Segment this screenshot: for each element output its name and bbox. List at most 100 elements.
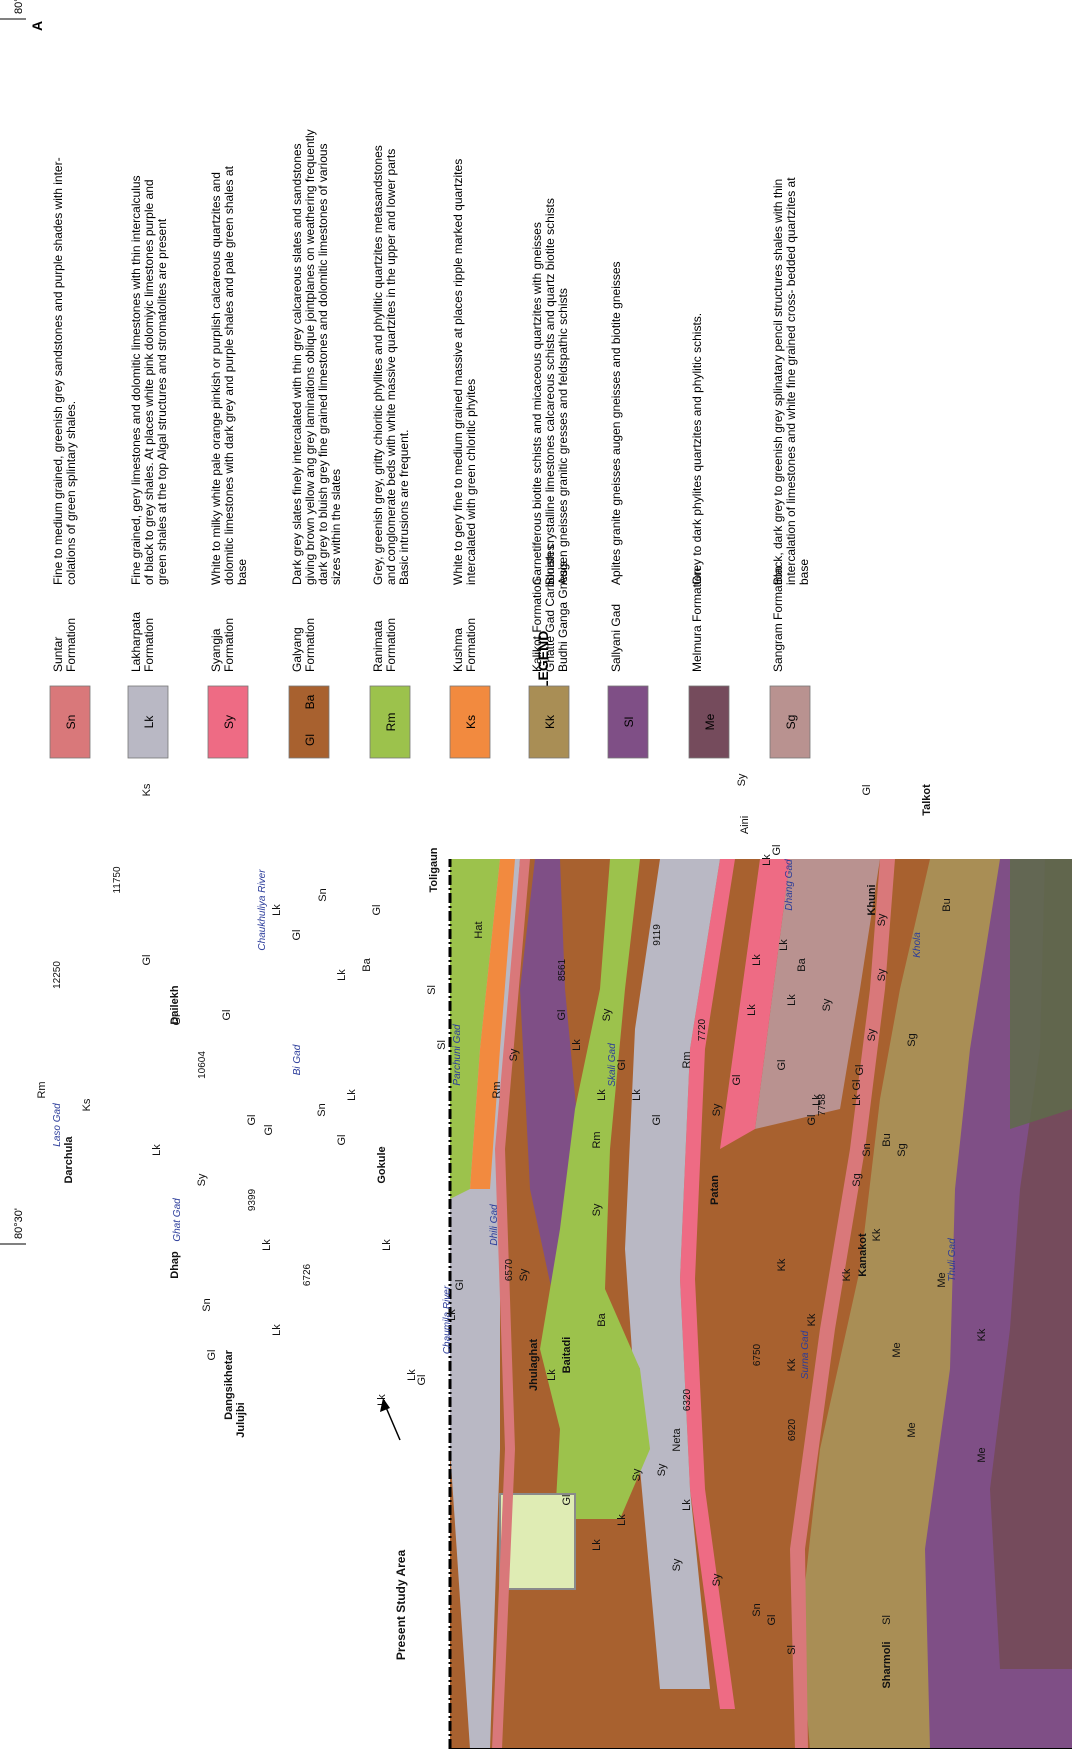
unit-kushma (470, 859, 515, 1189)
place-label-khuni: Khuni (866, 884, 878, 915)
unit-label-lk-89: Lk (616, 1514, 628, 1526)
unit-label-sg-58: Sg (896, 1143, 908, 1156)
legend-swatch (607, 685, 649, 759)
unit-label-kk-78: Kk (786, 1358, 798, 1371)
unit-label-gl-20: Gl (371, 905, 383, 916)
unit-label-lk-27: Lk (271, 904, 283, 916)
place-label-dailekh: Dailekh (169, 985, 181, 1024)
unit-label-lk-86: Lk (681, 1499, 693, 1511)
legend-swatch-code: Me (703, 713, 717, 730)
legend-desc-line: Fine grained, gery limestones and dolomi… (129, 175, 143, 585)
unit-label-sg-68: Sg (906, 1033, 918, 1046)
unit-label-sy-92: Sy (671, 1558, 683, 1571)
unit-label-sg-59: Sg (851, 1173, 863, 1186)
unit-label-sy-56: Sy (876, 968, 888, 981)
unit-label-lk-47: Lk (746, 1004, 758, 1016)
legend-desc-line: base (797, 559, 811, 585)
river-label-1: Chaukhuliya River (257, 869, 268, 951)
river-label-7: Dhang Gad (784, 859, 795, 911)
legend-swatch (127, 685, 169, 759)
legend-swatch-code: Sl (622, 717, 636, 728)
unit-sangram (755, 859, 880, 1129)
legend-swatch-code: Rm (384, 713, 398, 732)
unit-label-gl-28: Gl (291, 930, 303, 941)
legend-swatch (207, 685, 249, 759)
legend-desc-line: and conglomerate beds with white massive… (384, 149, 398, 585)
unit-label-lk-38: Lk (571, 1039, 583, 1051)
coord-label-80-30: 80°30' (13, 1208, 25, 1239)
legend-name-line: Sangram Formation (771, 566, 785, 672)
legend-entry-sy-2: Sy Syangja Formation White to milky white p… (207, 165, 249, 759)
river-label-9: Thuli Gad (947, 1238, 958, 1282)
study-area-arrow (384, 1404, 401, 1441)
elevation-label-12250: 12250 (52, 961, 63, 989)
unit-label-lk-34: Lk (546, 1369, 558, 1381)
place-label-aini: Aini (739, 816, 751, 834)
unit-label-rm-35: Rm (491, 1081, 503, 1098)
legend-swatch-code: Ks (464, 715, 478, 729)
place-label-sharmoli: Sharmoli (881, 1641, 893, 1688)
unit-lakharpata-east (625, 859, 720, 1689)
place-label-talkot: Talkot (921, 784, 933, 816)
unit-label-lk-6: Lk (271, 1324, 283, 1336)
unit-label-sy-87: Sy (656, 1463, 668, 1476)
unit-label-sy-57: Sy (876, 913, 888, 926)
unit-label-sl-83: Sl (881, 1615, 893, 1625)
elevation-label-10604: 10604 (197, 1051, 208, 1079)
legend-entry-rm-4: Rm Ranimata Formation Grey, greenish grey, … (369, 145, 411, 759)
unit-label-lk-5: Lk (261, 1239, 273, 1251)
place-label-neta: Neta (671, 1428, 683, 1452)
unit-label-sy-93: Sy (711, 1573, 723, 1586)
unit-label-lk-29: Lk (381, 1239, 393, 1251)
legend-entry-sl-7: Sl Sallyani Gad Aplites granite gneisses a… (607, 261, 649, 759)
unit-label-gl-66: Gl (861, 785, 873, 796)
unit-label-sn-12: Sn (201, 1298, 213, 1311)
study-area-label: Present Study Area (394, 1550, 408, 1661)
legend-name-line: Ghatte Gad Carbonates (543, 545, 557, 672)
unit-label-rm-36: Rm (591, 1131, 603, 1148)
river-label-3: Parchuni Gad (452, 1024, 463, 1086)
unit-label-sy-88: Sy (631, 1468, 643, 1481)
legend-swatch-code-2: Ba (303, 694, 317, 709)
unit-label-sy-26: Sy (518, 1268, 530, 1281)
elevation-label-6726: 6726 (302, 1263, 313, 1286)
unit-label-kk-71: Kk (776, 1258, 788, 1271)
unit-label-kk-74: Kk (871, 1228, 883, 1241)
unit-label-lk-41: Lk (631, 1089, 643, 1101)
river-label-0: Laso Gad (52, 1103, 63, 1147)
unit-label-lk-64: Lk (786, 994, 798, 1006)
legend-swatch-code: Sn (64, 715, 78, 730)
legend-name-line: Kushma (451, 628, 465, 672)
river-label-11: Bi Gad (292, 1044, 303, 1075)
legend-swatch (769, 685, 811, 759)
legend-desc-line: of black to grey shales. At places white… (142, 179, 156, 585)
river-label-2: Ghat Gad (172, 1198, 183, 1242)
study-area-arrowhead (380, 1398, 390, 1412)
unit-label-lk-40: Lk (596, 1089, 608, 1101)
unit-label-gl-9: Gl (221, 1010, 233, 1021)
unit-label-gl-43: Gl (651, 1115, 663, 1126)
unit-syangja-east (720, 859, 790, 1149)
place-label-dhap: Dhap (169, 1251, 181, 1279)
unit-label-gl-11: Gl (206, 1350, 218, 1361)
unit-label-sn-13: Sn (317, 888, 329, 901)
unit-label-sy-45: Sy (711, 1103, 723, 1116)
legend-desc-line: Augen gneisses granitic gresses and feld… (556, 288, 570, 585)
unit-sallyani-mid (520, 859, 640, 1419)
place-label-patan: Patan (709, 1175, 721, 1205)
unit-label-gl-85: Gl (766, 1615, 778, 1626)
legend-entry-gl-3: Gl Ba Galyang Formation Dark grey slates fin… (288, 129, 343, 759)
unit-label-gl-69: Gl (851, 1080, 863, 1091)
unit-label-me-81: Me (976, 1447, 988, 1462)
unit-label-ba-17: Ba (361, 957, 373, 971)
unit-label-lk-67: Lk (851, 1094, 863, 1106)
legend-desc-line: dark grey to bluish grey fine grained li… (316, 143, 330, 585)
legend-desc-line: Garnetiferous biotite schists and micace… (530, 222, 544, 585)
elevation-label-6920: 6920 (787, 1418, 798, 1441)
elevation-label-6750: 6750 (752, 1343, 763, 1366)
legend-name-line: Budhi Ganga Gnesis (556, 561, 570, 672)
